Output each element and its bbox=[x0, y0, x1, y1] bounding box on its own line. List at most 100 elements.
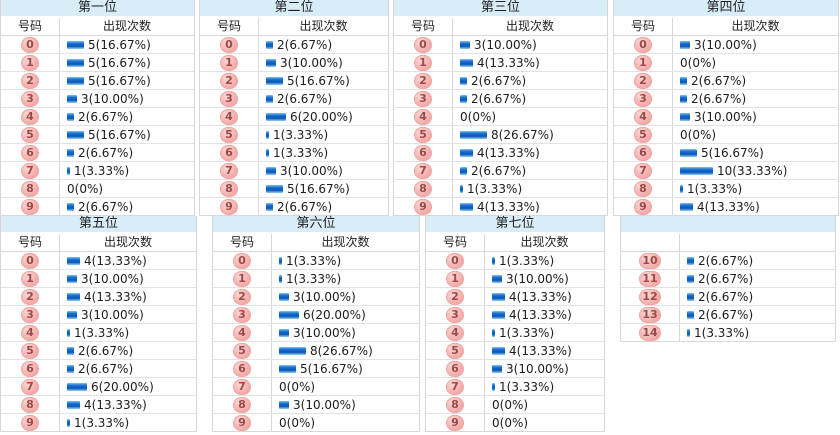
count-cell: 3(10.00%) bbox=[258, 162, 388, 179]
number-badge: 8 bbox=[21, 396, 39, 413]
frequency-value: 3(10.00%) bbox=[293, 397, 356, 412]
frequency-bar bbox=[266, 184, 283, 193]
number-badge: 9 bbox=[233, 414, 251, 431]
frequency-bar bbox=[687, 256, 694, 265]
number-cell: 0 bbox=[1, 36, 59, 53]
number-badge: 1 bbox=[446, 270, 464, 287]
number-badge: 5 bbox=[233, 342, 251, 359]
table-row: 8 0(0%) bbox=[1, 180, 194, 198]
number-cell: 4 bbox=[1, 108, 59, 125]
column-header-number bbox=[621, 234, 679, 251]
number-badge: 2 bbox=[21, 72, 39, 89]
number-badge: 7 bbox=[21, 378, 39, 395]
number-badge: 6 bbox=[414, 144, 432, 161]
table-row: 4 1(3.33%) bbox=[1, 324, 196, 342]
table-row: 2 4(13.33%) bbox=[426, 288, 604, 306]
frequency-bar bbox=[460, 58, 473, 67]
frequency-value: 2(6.67%) bbox=[277, 199, 333, 214]
number-cell: 0 bbox=[213, 252, 271, 269]
number-cell: 7 bbox=[1, 378, 59, 395]
number-cell: 5 bbox=[1, 126, 59, 143]
frequency-value: 0(0%) bbox=[680, 55, 717, 70]
number-badge: 4 bbox=[220, 108, 238, 125]
number-badge: 3 bbox=[634, 90, 652, 107]
count-cell: 1(3.33%) bbox=[484, 324, 604, 341]
number-cell: 7 bbox=[1, 162, 59, 179]
column-header-count: 出现次数 bbox=[258, 18, 388, 35]
count-cell: 2(6.67%) bbox=[672, 90, 838, 107]
number-badge: 2 bbox=[21, 288, 39, 305]
count-cell: 1(3.33%) bbox=[258, 144, 388, 161]
frequency-value: 1(3.33%) bbox=[286, 271, 342, 286]
frequency-value: 1(3.33%) bbox=[273, 127, 329, 142]
frequency-value: 4(13.33%) bbox=[84, 397, 147, 412]
number-badge: 3 bbox=[220, 90, 238, 107]
frequency-value: 6(20.00%) bbox=[91, 379, 154, 394]
table-row: 0 5(16.67%) bbox=[1, 36, 194, 54]
table-row: 3 2(6.67%) bbox=[394, 90, 607, 108]
frequency-value: 8(26.67%) bbox=[491, 127, 554, 142]
number-badge: 8 bbox=[220, 180, 238, 197]
count-cell: 1(3.33%) bbox=[59, 324, 196, 341]
count-cell: 4(13.33%) bbox=[484, 306, 604, 323]
number-badge: 6 bbox=[21, 144, 39, 161]
frequency-bar bbox=[687, 328, 690, 337]
count-cell: 0(0%) bbox=[271, 414, 419, 431]
number-cell: 1 bbox=[394, 54, 452, 71]
frequency-bar bbox=[266, 76, 283, 85]
number-cell: 5 bbox=[213, 342, 271, 359]
number-badge: 1 bbox=[233, 270, 251, 287]
count-cell: 3(10.00%) bbox=[452, 36, 607, 53]
table-row: 7 1(3.33%) bbox=[426, 378, 604, 396]
frequency-value: 5(16.67%) bbox=[88, 55, 151, 70]
table-row: 1 3(10.00%) bbox=[426, 270, 604, 288]
number-badge: 8 bbox=[21, 180, 39, 197]
number-cell: 0 bbox=[200, 36, 258, 53]
number-badge: 3 bbox=[233, 306, 251, 323]
frequency-value: 0(0%) bbox=[460, 109, 497, 124]
number-cell: 0 bbox=[426, 252, 484, 269]
frequency-bar bbox=[680, 166, 713, 175]
count-cell: 3(10.00%) bbox=[484, 360, 604, 377]
number-badge: 4 bbox=[21, 108, 39, 125]
table-row: 0 2(6.67%) bbox=[200, 36, 388, 54]
frequency-value: 2(6.67%) bbox=[471, 73, 527, 88]
frequency-bar bbox=[680, 184, 683, 193]
number-badge: 3 bbox=[414, 90, 432, 107]
number-cell: 7 bbox=[200, 162, 258, 179]
number-cell: 3 bbox=[394, 90, 452, 107]
number-cell: 1 bbox=[1, 270, 59, 287]
table-row: 1 0(0%) bbox=[614, 54, 838, 72]
frequency-bar bbox=[492, 328, 495, 337]
number-badge: 4 bbox=[446, 324, 464, 341]
table-row: 9 4(13.33%) bbox=[614, 198, 838, 215]
frequency-value: 2(6.67%) bbox=[277, 37, 333, 52]
table-row: 13 2(6.67%) bbox=[621, 306, 835, 324]
frequency-bar bbox=[279, 400, 289, 409]
frequency-value: 2(6.67%) bbox=[471, 163, 527, 178]
frequency-value: 2(6.67%) bbox=[78, 343, 134, 358]
table-row: 8 1(3.33%) bbox=[394, 180, 607, 198]
position-frequency-table: 第二位 号码 出现次数 0 2(6.67%) 1 3(10.00%) 2 5(16.67%) 3 2… bbox=[199, 0, 389, 216]
count-cell: 2(6.67%) bbox=[59, 144, 194, 161]
frequency-value: 3(10.00%) bbox=[280, 163, 343, 178]
number-cell: 7 bbox=[426, 378, 484, 395]
number-badge: 9 bbox=[634, 198, 652, 215]
position-frequency-table: 第六位 号码 出现次数 0 1(3.33%) 1 1(3.33%) 2 3(10.00%) 3 6(… bbox=[212, 216, 420, 432]
number-badge: 5 bbox=[414, 126, 432, 143]
table-row: 7 0(0%) bbox=[213, 378, 419, 396]
frequency-bar bbox=[492, 310, 505, 319]
table-row: 7 3(10.00%) bbox=[200, 162, 388, 180]
number-badge: 1 bbox=[220, 54, 238, 71]
number-cell: 2 bbox=[213, 288, 271, 305]
number-cell: 2 bbox=[1, 288, 59, 305]
frequency-value: 2(6.67%) bbox=[698, 307, 754, 322]
count-cell: 5(16.67%) bbox=[258, 72, 388, 89]
number-cell: 14 bbox=[621, 324, 679, 341]
count-cell: 4(13.33%) bbox=[452, 144, 607, 161]
frequency-bar bbox=[687, 310, 694, 319]
table-row: 0 1(3.33%) bbox=[426, 252, 604, 270]
column-header-count: 出现次数 bbox=[672, 18, 838, 35]
number-cell: 6 bbox=[394, 144, 452, 161]
table-row: 6 2(6.67%) bbox=[1, 360, 196, 378]
